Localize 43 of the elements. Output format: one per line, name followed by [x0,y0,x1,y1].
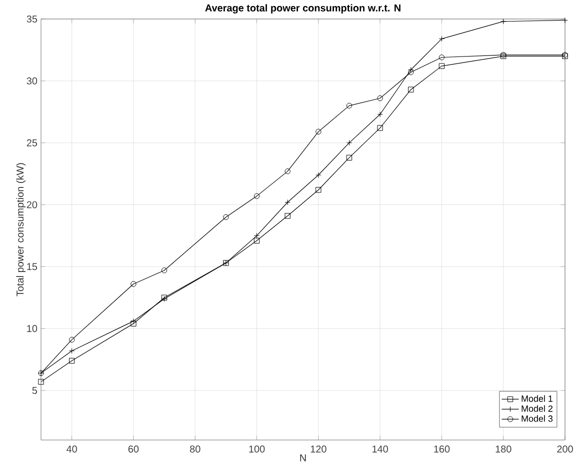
y-axis-title: Total power consumption (kW) [16,163,26,296]
point [284,213,290,219]
y-tick-label: 20 [26,201,38,208]
point [377,125,383,131]
y-tick-label: 10 [27,325,38,332]
point [284,168,290,174]
point [408,86,414,92]
chart-title: Average total power consumption w.r.t. N [205,4,400,14]
x-tick-label: 120 [310,446,326,453]
y-tick-label: 5 [32,386,38,394]
point [68,358,75,364]
x-tick-label: 200 [557,446,573,453]
point [38,378,44,385]
legend-label: Model 2 [522,405,552,412]
point [316,187,322,193]
point [346,154,352,161]
y-tick-label: 35 [26,15,38,23]
x-tick-label: 100 [249,446,265,453]
point [346,102,352,109]
point [130,320,136,326]
y-tick-label: 30 [26,77,38,84]
point [408,69,414,76]
point [161,268,168,274]
x-tick-label: 80 [190,446,200,453]
point [316,128,322,135]
point [254,238,260,244]
legend-label: Model 1 [522,395,552,402]
x-tick-label: 180 [496,446,512,453]
legend-label: Model 3 [522,415,553,422]
point [438,63,445,69]
y-tick-label: 15 [27,263,38,270]
point [130,281,136,287]
point [254,193,260,199]
point [377,95,383,102]
x-tick-label: 140 [372,446,388,453]
x-axis-title: N [300,454,306,462]
x-tick-label: 60 [128,446,139,453]
x-tick-label: 160 [434,446,450,453]
x-tick-label: 40 [66,446,77,453]
point [223,214,229,220]
point [68,336,75,343]
point [438,54,445,60]
y-tick-label: 25 [26,139,38,146]
